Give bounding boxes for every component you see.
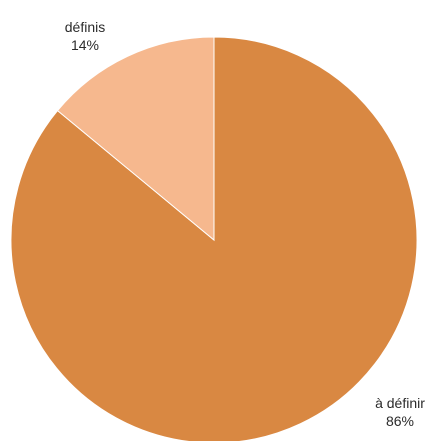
slice-label-a-definir-name: à définir xyxy=(375,395,425,411)
pie-slices xyxy=(10,36,418,441)
pie-slice-definis xyxy=(56,36,215,242)
slice-label-a-definir-percent: 86% xyxy=(386,413,414,429)
slice-label-definis-name: définis xyxy=(65,19,105,35)
slice-label-definis-percent: 14% xyxy=(71,37,99,53)
